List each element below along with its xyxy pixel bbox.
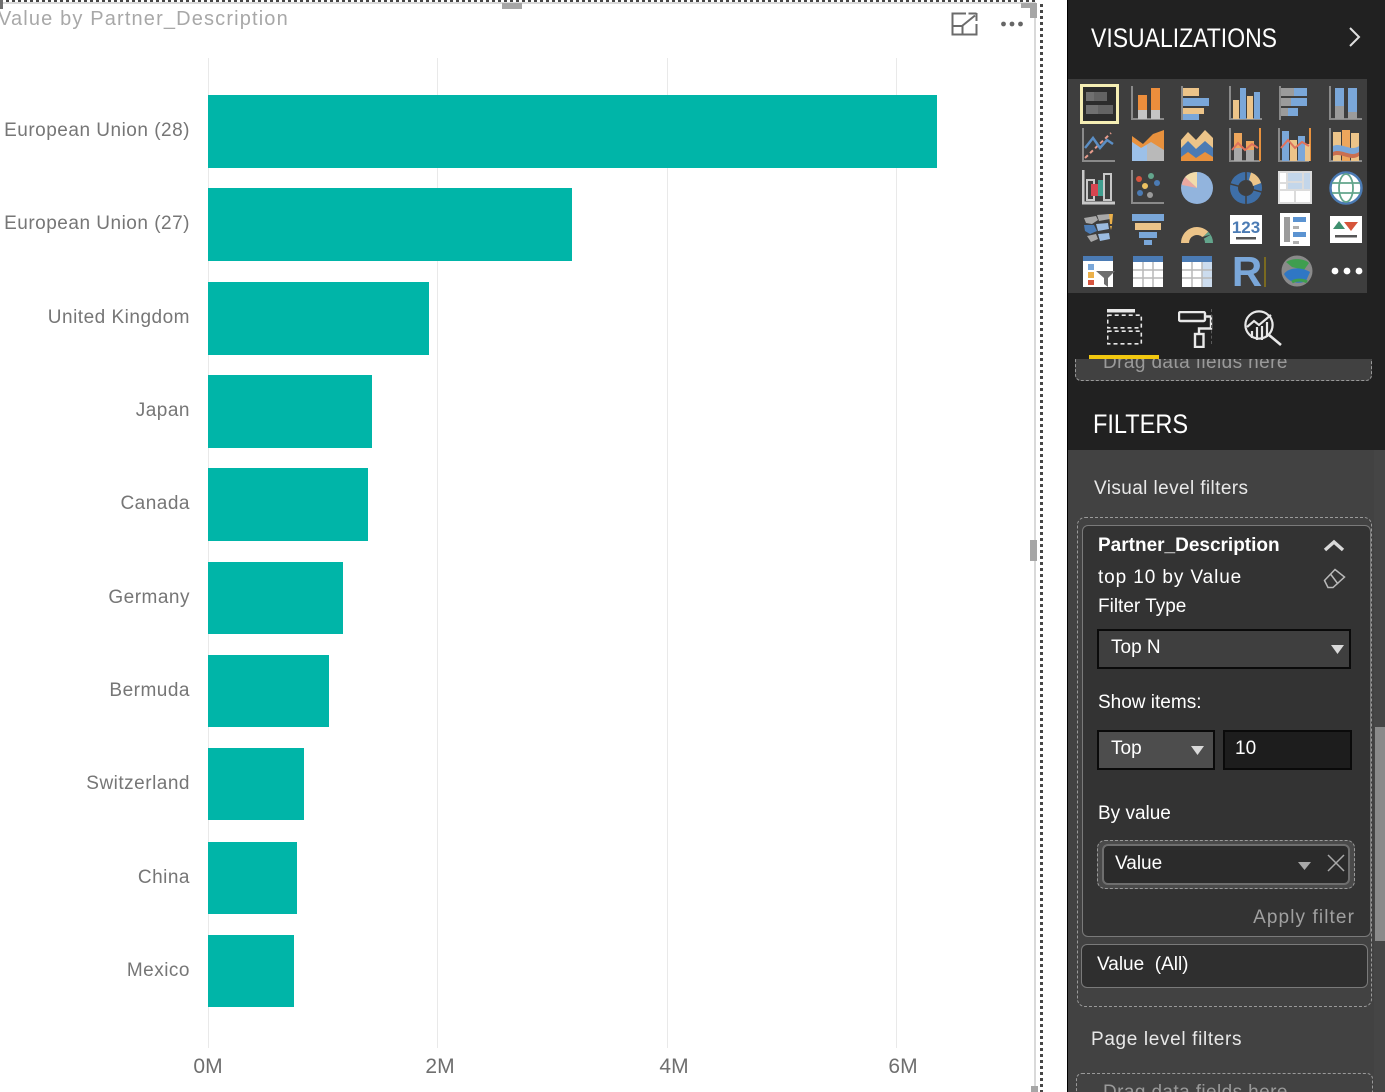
svg-text:123: 123: [1232, 218, 1260, 237]
